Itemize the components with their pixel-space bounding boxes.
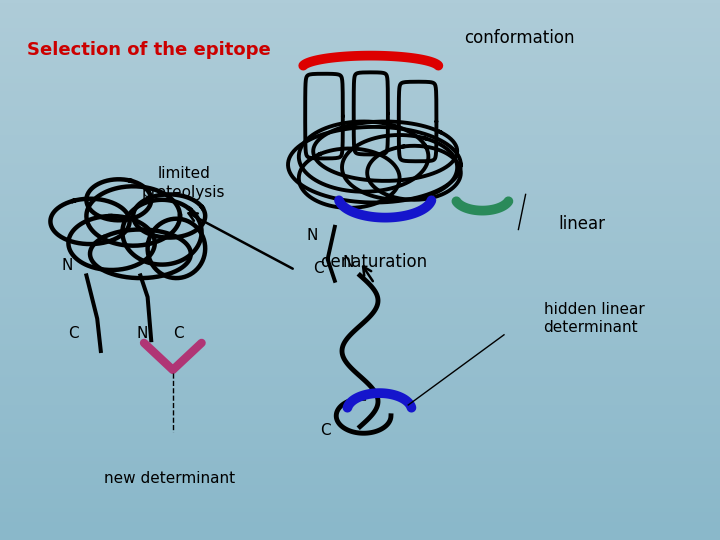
Text: Selection of the epitope: Selection of the epitope: [27, 41, 271, 59]
Text: denaturation: denaturation: [320, 253, 428, 271]
Text: hidden linear
determinant: hidden linear determinant: [544, 301, 644, 335]
Text: N: N: [342, 255, 354, 271]
Text: C: C: [68, 326, 79, 341]
Text: N: N: [306, 228, 318, 244]
Text: conformation: conformation: [464, 29, 575, 47]
Text: C: C: [320, 423, 331, 438]
Text: C: C: [173, 326, 184, 341]
Text: linear: linear: [558, 215, 605, 233]
Text: C: C: [313, 261, 324, 276]
Text: new determinant: new determinant: [104, 471, 235, 487]
Text: N: N: [137, 326, 148, 341]
Text: N: N: [61, 258, 73, 273]
Text: limited
proteolysis: limited proteolysis: [142, 166, 225, 200]
